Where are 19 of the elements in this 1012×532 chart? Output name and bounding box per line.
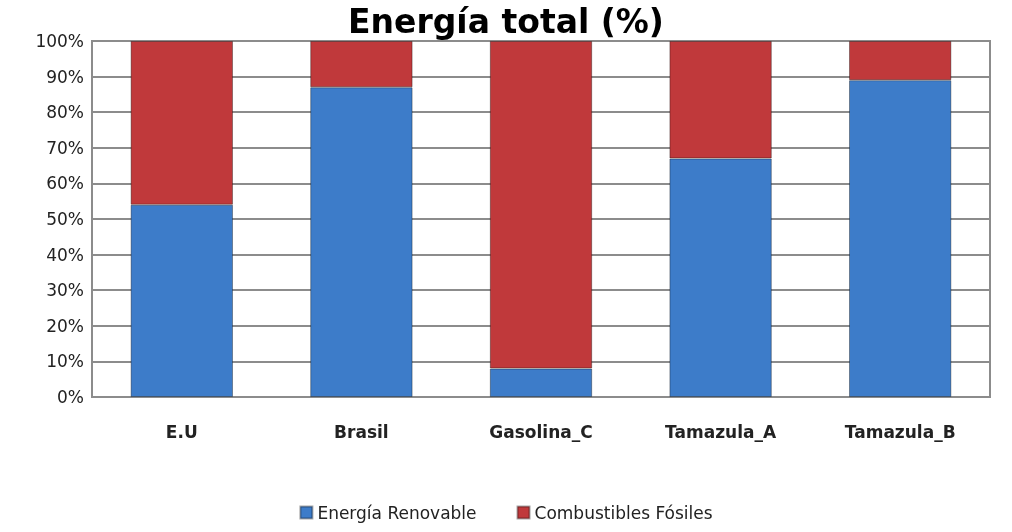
x-tick-label: E.U bbox=[165, 421, 198, 442]
chart-title: Energía total (%) bbox=[348, 2, 664, 41]
y-tick-label: 80% bbox=[46, 102, 84, 123]
x-tick-label: Tamazula_A bbox=[665, 421, 777, 442]
legend-label: Combustibles Fósiles bbox=[534, 502, 713, 523]
y-tick-label: 10% bbox=[46, 351, 84, 372]
y-tick-label: 50% bbox=[46, 209, 84, 229]
y-tick-label: 20% bbox=[46, 315, 84, 336]
y-tick-label: 0% bbox=[57, 387, 84, 407]
y-tick-label: 70% bbox=[46, 137, 84, 158]
legend-label: Energía Renovable bbox=[317, 502, 477, 523]
y-tick-label: 60% bbox=[46, 173, 84, 194]
x-tick-label: Gasolina_C bbox=[489, 421, 593, 442]
x-tick-label: Brasil bbox=[334, 421, 389, 442]
x-tick-label: Tamazula_B bbox=[844, 421, 956, 442]
y-tick-label: 90% bbox=[46, 66, 84, 87]
y-tick-label: 30% bbox=[46, 280, 84, 301]
y-tick-label: 40% bbox=[46, 244, 84, 265]
y-tick-label: 100% bbox=[35, 31, 84, 51]
